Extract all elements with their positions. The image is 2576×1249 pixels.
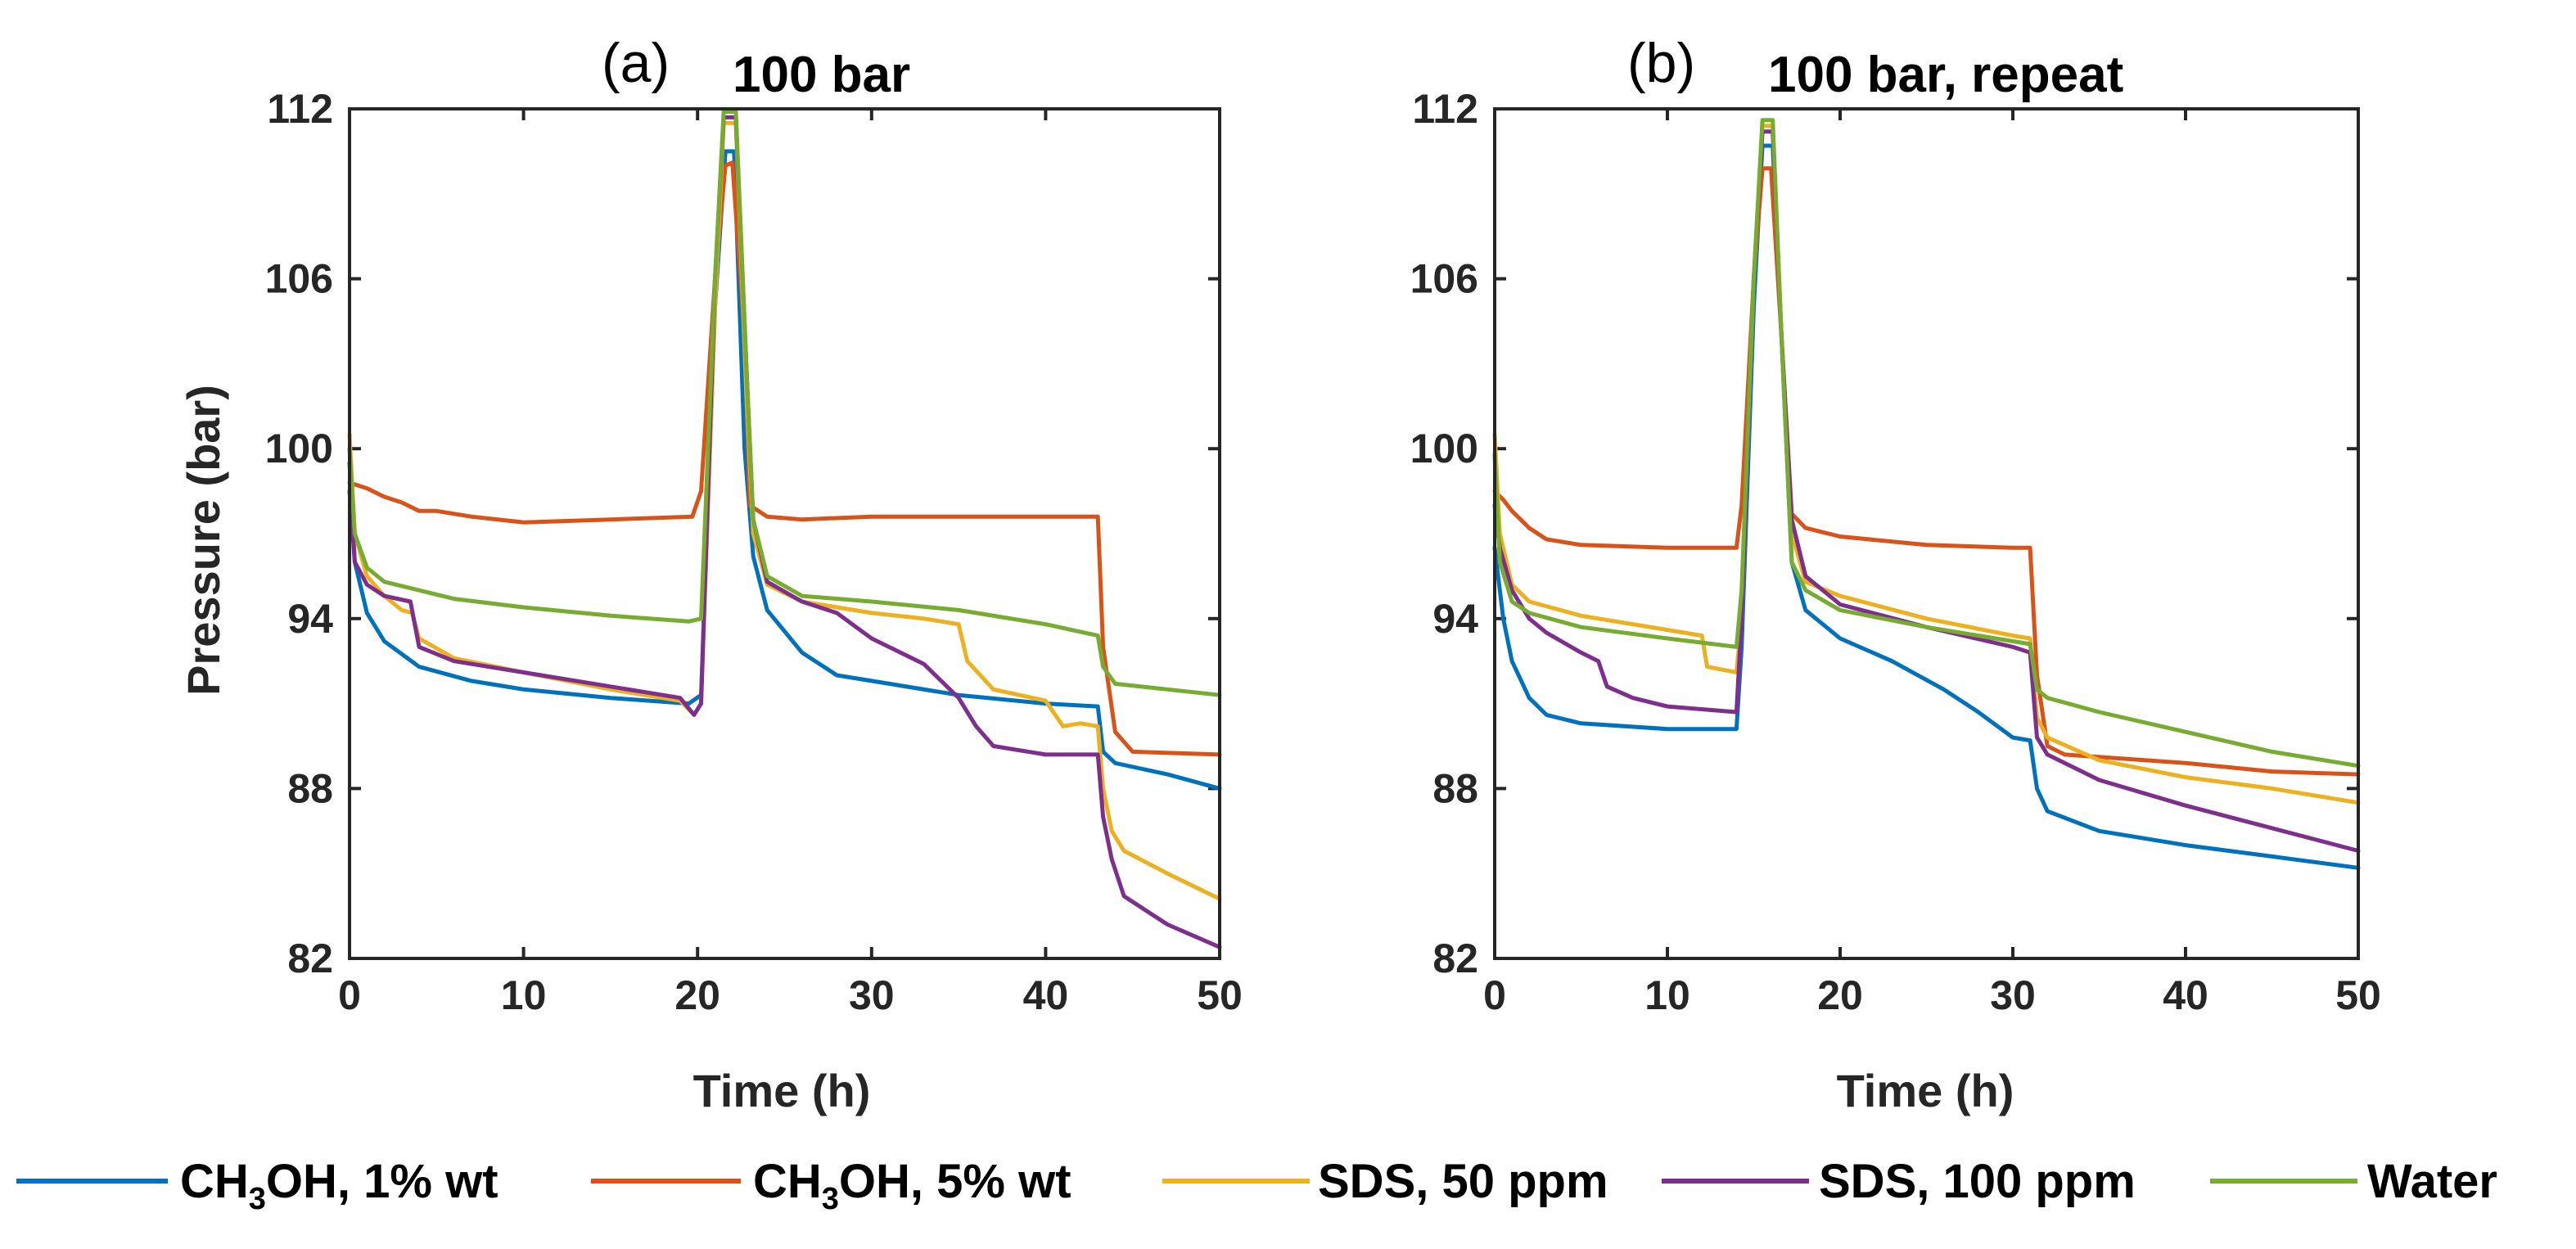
series-line-sds-50-ppm bbox=[347, 120, 1222, 901]
series-line-sds-100-ppm bbox=[1492, 129, 2361, 853]
panel-b-xlabel: Time (h) bbox=[1837, 1065, 2014, 1116]
x-tick-label: 30 bbox=[849, 972, 895, 1018]
legend-label: SDS, 50 ppm bbox=[1318, 1155, 1608, 1208]
y-tick-label: 88 bbox=[1432, 765, 1478, 811]
panel-a-letter: (a) bbox=[602, 32, 670, 94]
legend-label: Water bbox=[2367, 1155, 2497, 1208]
x-tick-label: 50 bbox=[1197, 972, 1243, 1018]
legend-label: SDS, 100 ppm bbox=[1819, 1155, 2136, 1208]
panel-a-axes-box bbox=[348, 107, 1221, 960]
panel-a-xlabel: Time (h) bbox=[693, 1065, 871, 1116]
y-tick-label: 106 bbox=[1410, 256, 1478, 302]
x-tick-label: 50 bbox=[2335, 972, 2381, 1018]
series-line-ch3oh-1-wt bbox=[347, 149, 1222, 791]
panel-b-axes-box bbox=[1493, 107, 2360, 960]
y-tick-label: 94 bbox=[287, 596, 333, 642]
legend: CH3OH, 1% wt CH3OH, 5% wt SDS, 50 ppm SDS, … bbox=[16, 1155, 2497, 1216]
panel-b: (b) 100 bar, repeat Time (h) 0 10 20 30 40 50… bbox=[1410, 32, 2381, 1116]
panel-b-letter: (b) bbox=[1627, 32, 1695, 94]
panel-a-ticks: 0 10 20 30 40 50 82 88 94 100 106 112 bbox=[265, 86, 1243, 1018]
legend-label: CH3OH, 1% wt bbox=[180, 1155, 499, 1216]
y-tick-label: 94 bbox=[1432, 596, 1478, 642]
panel-a-lines bbox=[347, 110, 1222, 949]
x-tick-label: 40 bbox=[2163, 972, 2208, 1018]
series-line-ch3oh-5-wt bbox=[1492, 166, 2361, 777]
y-tick-label: 88 bbox=[287, 765, 333, 811]
series-line-water bbox=[1492, 118, 2361, 769]
y-tick-label: 106 bbox=[265, 256, 333, 302]
y-tick-label: 112 bbox=[1412, 86, 1478, 132]
panel-b-lines bbox=[1492, 118, 2361, 870]
x-tick-label: 10 bbox=[501, 972, 547, 1018]
y-tick-label: 100 bbox=[265, 426, 333, 471]
y-tick-label: 82 bbox=[287, 936, 333, 981]
y-tick-label: 82 bbox=[1432, 936, 1478, 981]
x-tick-label: 0 bbox=[338, 972, 361, 1018]
series-line-ch3oh-5-wt bbox=[347, 160, 1222, 757]
x-tick-label: 0 bbox=[1483, 972, 1506, 1018]
series-line-water bbox=[347, 110, 1222, 697]
series-line-ch3oh-1-wt bbox=[1492, 143, 2361, 870]
panel-a-title: 100 bar bbox=[733, 47, 910, 103]
x-tick-label: 20 bbox=[1817, 972, 1863, 1018]
y-tick-label: 100 bbox=[1410, 426, 1478, 471]
panel-a: (a) 100 bar Pressure (bar) Time (h) 0 10 2… bbox=[178, 32, 1243, 1116]
panel-a-ylabel: Pressure (bar) bbox=[178, 385, 229, 696]
y-tick-label: 112 bbox=[267, 86, 333, 132]
series-line-sds-50-ppm bbox=[1492, 124, 2361, 805]
x-tick-label: 40 bbox=[1023, 972, 1069, 1018]
panel-b-title: 100 bar, repeat bbox=[1768, 47, 2123, 103]
x-tick-label: 10 bbox=[1644, 972, 1690, 1018]
legend-label: CH3OH, 5% wt bbox=[753, 1155, 1071, 1216]
x-tick-label: 30 bbox=[1990, 972, 2036, 1018]
x-tick-label: 20 bbox=[674, 972, 720, 1018]
panel-b-ticks: 0 10 20 30 40 50 82 88 94 100 106 112 bbox=[1410, 86, 2381, 1018]
series-line-sds-100-ppm bbox=[347, 115, 1222, 949]
